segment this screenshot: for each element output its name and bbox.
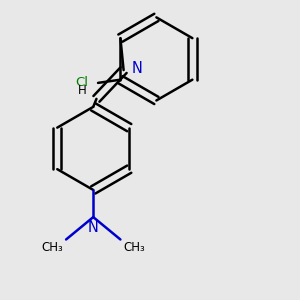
Text: CH₃: CH₃ (41, 241, 63, 254)
Text: N: N (132, 61, 142, 76)
Text: CH₃: CH₃ (124, 241, 146, 254)
Text: H: H (78, 84, 87, 98)
Text: Cl: Cl (76, 76, 88, 89)
Text: N: N (88, 220, 99, 235)
